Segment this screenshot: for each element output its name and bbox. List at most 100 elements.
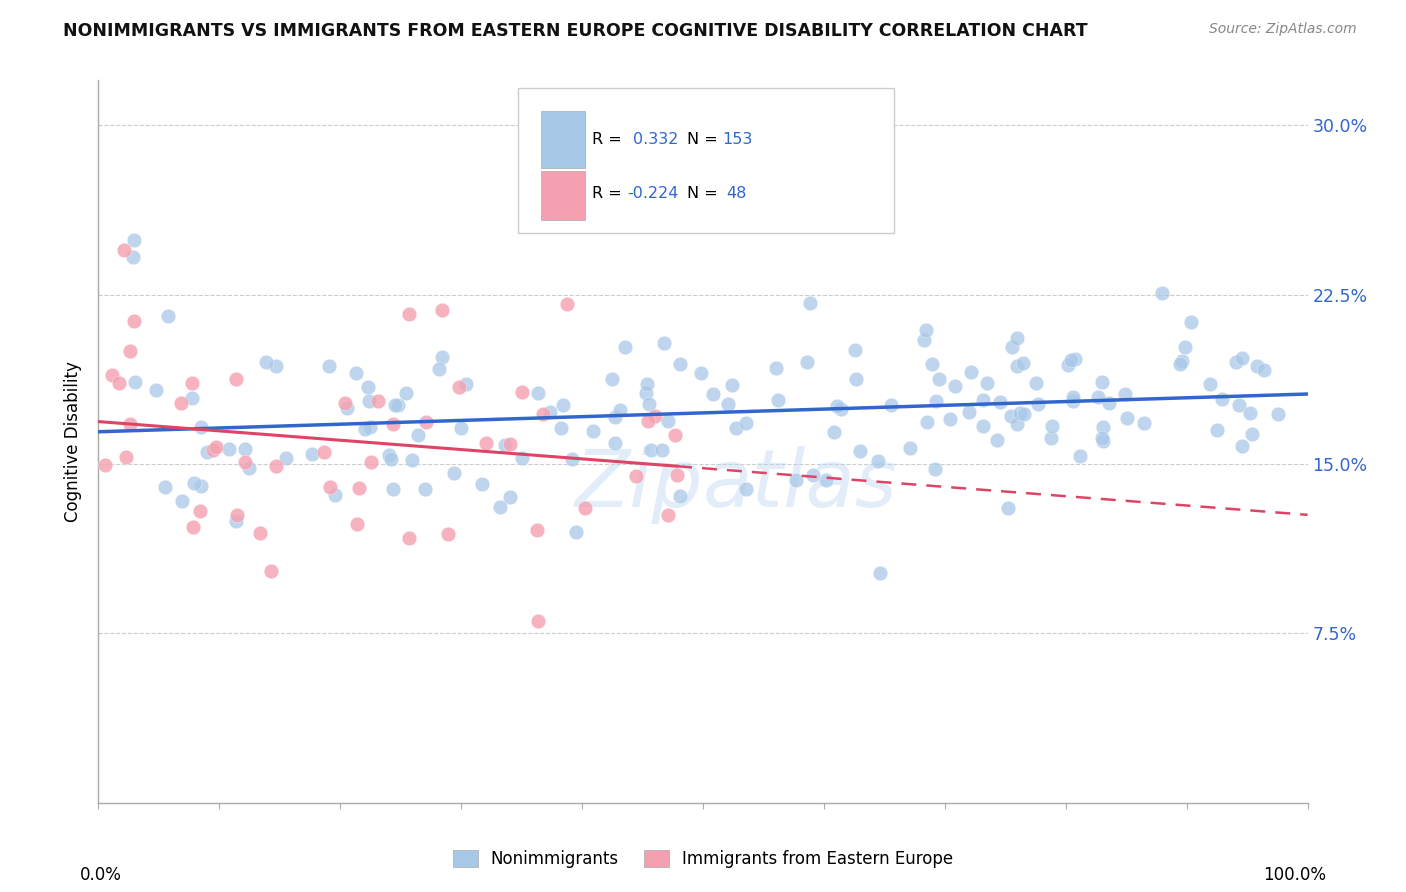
Point bbox=[986, 433, 1008, 447]
Point bbox=[766, 393, 789, 408]
Point bbox=[274, 450, 297, 465]
Text: NONIMMIGRANTS VS IMMIGRANTS FROM EASTERN EUROPE COGNITIVE DISABILITY CORRELATION: NONIMMIGRANTS VS IMMIGRANTS FROM EASTERN… bbox=[63, 22, 1088, 40]
Point bbox=[1011, 356, 1033, 370]
Point bbox=[526, 386, 548, 401]
Point bbox=[1168, 357, 1191, 371]
Point bbox=[657, 414, 679, 428]
Point bbox=[785, 474, 807, 488]
Text: 0.0%: 0.0% bbox=[80, 866, 122, 884]
Point bbox=[917, 415, 939, 429]
Point bbox=[398, 307, 420, 321]
Point bbox=[359, 394, 381, 409]
Point bbox=[266, 359, 288, 373]
Point bbox=[1010, 406, 1032, 420]
Text: atlas: atlas bbox=[703, 446, 898, 524]
Point bbox=[1253, 363, 1275, 377]
Point bbox=[845, 372, 868, 386]
Point bbox=[582, 424, 605, 438]
Point bbox=[1090, 431, 1112, 445]
Point bbox=[664, 428, 686, 442]
Point bbox=[609, 403, 631, 417]
Point bbox=[225, 508, 247, 522]
Point bbox=[721, 378, 744, 392]
Point bbox=[183, 475, 205, 490]
Point bbox=[531, 407, 554, 421]
Point bbox=[988, 395, 1011, 409]
Point bbox=[654, 336, 676, 351]
Point bbox=[666, 468, 689, 483]
Point bbox=[301, 446, 323, 460]
Point bbox=[1062, 391, 1084, 405]
Point bbox=[796, 355, 818, 369]
Point bbox=[551, 399, 574, 413]
Point bbox=[1005, 331, 1028, 345]
Point bbox=[565, 525, 588, 540]
Point bbox=[395, 385, 418, 400]
Point bbox=[717, 397, 740, 411]
Point bbox=[387, 398, 409, 412]
Point bbox=[943, 378, 966, 392]
Point bbox=[474, 436, 496, 450]
Point bbox=[734, 416, 756, 430]
Point bbox=[335, 395, 357, 409]
Text: Source: ZipAtlas.com: Source: ZipAtlas.com bbox=[1209, 22, 1357, 37]
Text: 153: 153 bbox=[723, 132, 752, 147]
Point bbox=[939, 412, 962, 426]
Point bbox=[1246, 359, 1268, 373]
Point bbox=[921, 357, 943, 371]
Point bbox=[118, 344, 141, 359]
Point bbox=[346, 516, 368, 531]
Point bbox=[1007, 417, 1029, 431]
Point bbox=[260, 564, 283, 578]
Point bbox=[101, 368, 124, 382]
Point bbox=[180, 392, 202, 406]
Point bbox=[354, 421, 377, 435]
Point bbox=[1091, 420, 1114, 434]
Point bbox=[1005, 359, 1028, 374]
Point bbox=[124, 375, 146, 389]
Point bbox=[1114, 387, 1136, 401]
Point bbox=[898, 441, 921, 455]
Point bbox=[614, 340, 637, 354]
Point bbox=[427, 362, 450, 376]
Point bbox=[702, 387, 724, 401]
Point bbox=[848, 443, 870, 458]
Point bbox=[335, 401, 357, 415]
Point bbox=[430, 302, 453, 317]
Point bbox=[1087, 390, 1109, 404]
Point bbox=[823, 425, 845, 439]
Point bbox=[1091, 375, 1114, 389]
Point bbox=[1000, 409, 1022, 424]
Text: N =: N = bbox=[688, 132, 718, 147]
Point bbox=[145, 384, 167, 398]
Point bbox=[510, 450, 533, 465]
Point bbox=[318, 480, 340, 494]
Point bbox=[430, 350, 453, 364]
Point bbox=[494, 438, 516, 452]
Point bbox=[218, 442, 240, 457]
Point bbox=[181, 520, 204, 534]
Point bbox=[381, 482, 404, 496]
Point bbox=[115, 450, 138, 465]
Point bbox=[172, 494, 194, 508]
Point bbox=[1116, 411, 1139, 425]
Point bbox=[765, 361, 787, 376]
Point bbox=[1239, 406, 1261, 420]
Point bbox=[976, 376, 998, 390]
Text: R =: R = bbox=[592, 132, 621, 147]
Text: N =: N = bbox=[688, 186, 718, 202]
Point bbox=[498, 490, 520, 504]
Point bbox=[1225, 355, 1247, 369]
Point bbox=[526, 523, 548, 537]
Point bbox=[190, 479, 212, 493]
Point bbox=[957, 405, 980, 419]
Point bbox=[347, 481, 370, 495]
Point bbox=[1267, 408, 1289, 422]
Text: 48: 48 bbox=[725, 186, 747, 202]
Point bbox=[318, 359, 340, 373]
Point bbox=[359, 419, 381, 434]
Point bbox=[657, 508, 679, 522]
Text: 100.0%: 100.0% bbox=[1263, 866, 1326, 884]
Point bbox=[972, 393, 994, 408]
Point bbox=[827, 399, 849, 413]
